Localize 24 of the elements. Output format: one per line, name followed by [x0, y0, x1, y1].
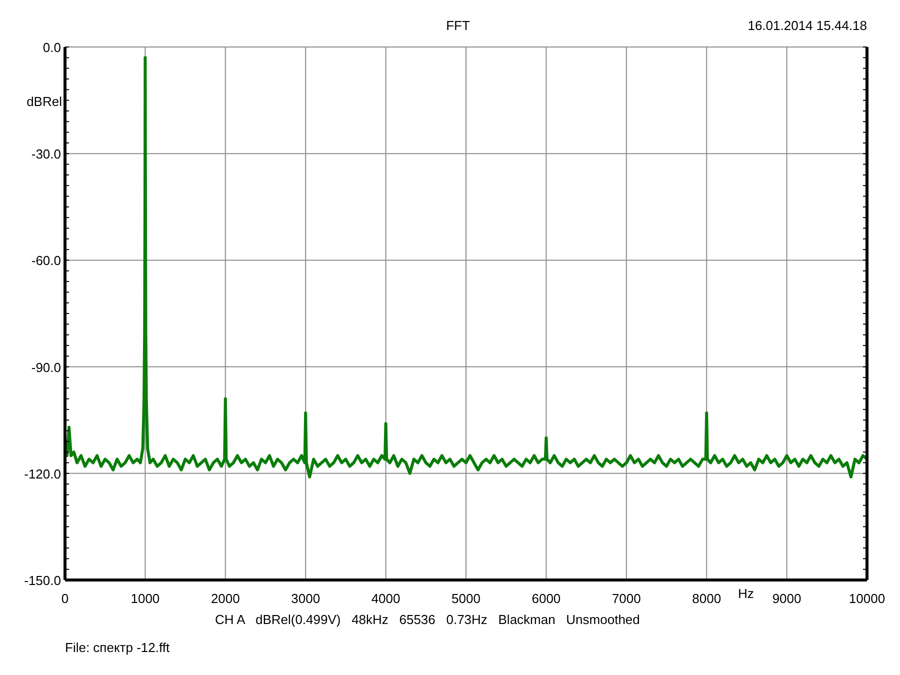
y-tick-label: -30.0 — [31, 146, 61, 162]
text: 16.01.2014 15.44.18 — [748, 18, 867, 33]
chart-title: FFT — [446, 18, 470, 33]
x-tick-label: 4000 — [371, 591, 400, 606]
x-axis-title: Hz — [738, 586, 754, 601]
y-tick-label: -60.0 — [31, 253, 61, 268]
x-tick-label: 0 — [61, 591, 69, 606]
y-tick-label: 0.0 — [42, 40, 61, 55]
x-tick-label: 1000 — [130, 591, 160, 606]
x-tick-label: 7000 — [612, 591, 641, 606]
text: CH A dBRel(0.499V) 48kHz 65536 0.73Hz Blackman Unsmoothed — [215, 612, 640, 627]
y-tick-label: -120.0 — [24, 466, 61, 482]
line-series — [65, 56, 867, 478]
x-tick-label: 3000 — [291, 591, 320, 606]
x-tick-label: 8000 — [692, 591, 722, 606]
y-tick-label: -90.0 — [31, 360, 61, 375]
x-tick-label: 9000 — [772, 591, 802, 606]
x-tick-label: 5000 — [452, 591, 480, 606]
x-tick-label: 2000 — [210, 591, 240, 606]
y-axis-title: dBRel — [26, 94, 62, 109]
y-tick-label: -150.0 — [24, 573, 61, 588]
text: File: спектр -12.fft — [65, 640, 170, 655]
x-tick-label: 10000 — [848, 591, 886, 606]
x-tick-label: 6000 — [532, 591, 561, 606]
